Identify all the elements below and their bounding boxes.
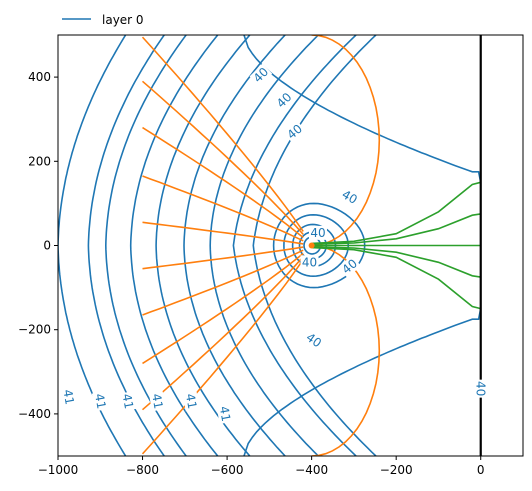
flow-line [142,252,304,365]
head-contour [209,35,319,456]
y-tick-label: 200 [28,154,51,168]
flow-line-outer [311,244,381,456]
contour-label-bg [148,391,166,412]
x-tick-label: −400 [295,463,328,477]
contour-label: 41 [92,393,108,410]
flow-line [142,246,304,270]
contour-label-bg [473,379,488,398]
head-contour [272,202,366,289]
contour-label: 41 [183,393,199,410]
contour-label: 40 [310,226,325,240]
flow-line [142,249,304,316]
head-contour [252,35,377,456]
contour-label-bg [308,225,327,240]
contour-label-bg [119,391,137,412]
y-tick-label: 0 [43,239,51,253]
contour-label: 40 [284,122,305,143]
x-tick-label: −1000 [38,463,79,477]
contour-label-bg [91,391,109,412]
capture-line [311,213,481,245]
legend: layer 0 [62,13,144,27]
y-tick-label: 400 [28,70,51,84]
head-contour [232,35,357,456]
flow-line [141,259,304,455]
head-contour [283,213,350,278]
contour-label-bg [338,186,361,208]
contour-label: 41 [217,405,233,422]
flow-line [142,221,304,245]
flow-line [141,36,304,232]
contour-label: 40 [251,65,272,86]
flow-line [142,175,304,242]
flow-line-outer [311,35,381,247]
contour-label: 40 [340,187,360,207]
head-contour [129,35,219,456]
contour-label-bg [300,255,319,270]
contour-label: 41 [149,393,165,410]
contour-label-bg [182,391,200,412]
y-tick-label: −400 [18,407,51,421]
contour-label-bg [216,403,234,424]
flow-line [141,256,304,411]
contour-label-bg [338,255,362,278]
flow-line [141,80,304,235]
contour-label: 40 [303,330,324,350]
head-contour-stream [243,35,482,183]
x-tick-label: −600 [211,463,244,477]
contour-label: 41 [60,388,76,405]
legend-label-layer-0: layer 0 [102,13,144,27]
head-contour [183,35,286,456]
flow-line [142,126,304,239]
axes: −1000 −800 −600 −400 −200 0 −400 −200 0 200 400 [18,34,524,477]
contour-label-bg [249,63,273,87]
head-contour-stream [243,308,482,456]
contour-label-bg [60,386,78,408]
contour-label-bg [272,88,296,112]
contour-label: 40 [474,381,488,396]
contour-label: 40 [302,255,317,269]
contour-label-bg [283,120,307,143]
capture-line [311,246,481,278]
head-contour [58,35,127,456]
head-contour [87,35,165,456]
x-tick-label: 0 [477,463,485,477]
head-contour [155,35,251,456]
contour-label: 41 [120,393,136,410]
x-tick-label: −200 [380,463,413,477]
capture-line [311,246,481,310]
head-contour [104,35,187,456]
well-marker [308,242,315,249]
y-tick-label: −200 [18,323,51,337]
contour-label-bg [302,329,326,352]
x-tick-label: −800 [126,463,159,477]
capture-line [311,181,481,245]
